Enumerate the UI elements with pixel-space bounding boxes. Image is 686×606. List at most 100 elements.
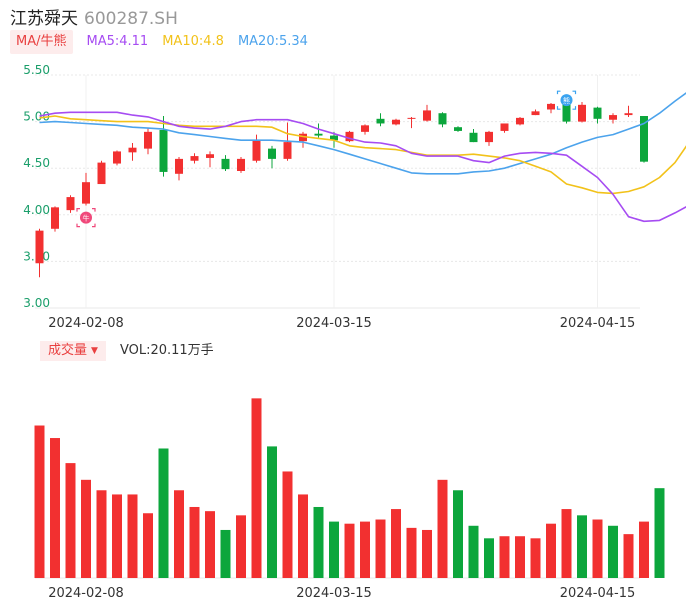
candle-body bbox=[330, 135, 338, 141]
ma5-legend: MA5:4.11 bbox=[86, 34, 149, 49]
candle-body bbox=[283, 142, 292, 159]
volume-bar bbox=[50, 438, 60, 578]
price-x-tick-label-1: 2024-03-15 bbox=[296, 316, 372, 331]
volume-bar bbox=[205, 511, 215, 578]
candle-body bbox=[252, 140, 261, 161]
ma-toggle-button[interactable]: MA/牛熊 bbox=[10, 30, 73, 54]
price-x-tick-label-0: 2024-02-08 bbox=[48, 316, 124, 331]
volume-bar bbox=[391, 509, 401, 578]
volume-x-tick-label-1: 2024-03-15 bbox=[296, 586, 372, 601]
candle-body bbox=[237, 158, 245, 171]
candle-body bbox=[82, 182, 90, 204]
candle-body bbox=[547, 103, 555, 110]
candle-body bbox=[469, 132, 478, 143]
candle-body bbox=[345, 131, 354, 142]
volume-legend-bar: 成交量 ▼ VOL:20.11万手 bbox=[40, 341, 214, 361]
candle-body bbox=[562, 103, 571, 122]
volume-bar bbox=[313, 506, 324, 578]
volume-bar bbox=[592, 519, 603, 578]
volume-bars-group bbox=[34, 398, 665, 578]
volume-bar bbox=[236, 515, 246, 578]
candles-group bbox=[35, 102, 648, 278]
volume-bar bbox=[81, 479, 91, 578]
volume-bar bbox=[623, 534, 634, 578]
ma-legend-bar: MA/牛熊 MA5:4.11 MA10:4.8 MA20:5.34 bbox=[10, 30, 308, 54]
ma20-line bbox=[39, 92, 686, 175]
caret-down-icon: ▼ bbox=[91, 346, 98, 356]
volume-bar bbox=[375, 519, 386, 578]
volume-bar bbox=[360, 521, 370, 578]
ma10-legend: MA10:4.8 bbox=[162, 34, 224, 49]
candle-body bbox=[500, 123, 509, 131]
candle-body bbox=[423, 110, 431, 121]
volume-bar bbox=[112, 494, 122, 578]
ma10-line bbox=[39, 115, 686, 195]
candle-body bbox=[624, 113, 633, 116]
buy-signal-marker: 牛 bbox=[76, 207, 96, 228]
volume-bar bbox=[654, 488, 665, 578]
candle-body bbox=[376, 118, 385, 124]
candle-body bbox=[51, 207, 59, 229]
y-tick-label-0: 5.50 bbox=[23, 63, 50, 77]
candle-body bbox=[206, 154, 214, 158]
candle-body bbox=[516, 117, 524, 125]
marker-label: 熊 bbox=[563, 96, 570, 105]
marker-bracket bbox=[76, 207, 96, 228]
candle-body bbox=[97, 162, 106, 185]
volume-bar bbox=[96, 490, 107, 578]
volume-bar bbox=[282, 471, 293, 578]
stock-code: 600287.SH bbox=[84, 9, 178, 29]
volume-bar bbox=[499, 536, 510, 578]
candle-body bbox=[175, 158, 183, 174]
volume-bar bbox=[437, 479, 448, 578]
volume-bar bbox=[577, 515, 587, 578]
y-tick-label-1: 5.00 bbox=[23, 110, 50, 124]
candle-body bbox=[190, 156, 199, 161]
volume-x-tick-label-0: 2024-02-08 bbox=[48, 586, 124, 601]
volume-bar bbox=[422, 529, 432, 578]
marker-dot bbox=[80, 211, 92, 224]
volume-bar bbox=[406, 527, 417, 578]
volume-bar bbox=[484, 538, 494, 578]
stock-header: 江苏舜天 600287.SH bbox=[10, 4, 178, 29]
volume-bar bbox=[344, 523, 355, 578]
volume-bar bbox=[639, 521, 649, 578]
volume-bar bbox=[453, 490, 463, 578]
marker-bracket bbox=[556, 90, 577, 110]
candle-body bbox=[609, 115, 617, 120]
candle-body bbox=[578, 104, 586, 122]
volume-indicator-dropdown[interactable]: 成交量 ▼ bbox=[40, 341, 106, 361]
candle-body bbox=[392, 119, 400, 125]
candle-body bbox=[407, 117, 416, 119]
volume-bar bbox=[298, 494, 308, 578]
volume-bar bbox=[515, 536, 525, 578]
volume-bar bbox=[468, 525, 479, 578]
candle-body bbox=[221, 158, 230, 170]
candle-body bbox=[35, 230, 44, 264]
y-tick-label-5: 3.00 bbox=[23, 296, 50, 310]
candle-body bbox=[144, 131, 152, 149]
candle-body bbox=[361, 125, 369, 132]
marker-dot bbox=[560, 94, 573, 107]
volume-bar bbox=[608, 525, 618, 578]
candle-body bbox=[268, 148, 276, 159]
volume-bar bbox=[174, 490, 184, 578]
candle-body bbox=[593, 107, 602, 119]
volume-value: VOL:20.11万手 bbox=[119, 343, 214, 358]
candle-body bbox=[128, 147, 137, 153]
stock-name: 江苏舜天 bbox=[10, 9, 78, 29]
volume-x-tick-label-2: 2024-04-15 bbox=[560, 586, 636, 601]
candle-body bbox=[113, 151, 121, 164]
candle-body bbox=[438, 113, 447, 125]
candle-body bbox=[531, 111, 540, 116]
marker-label: 牛 bbox=[83, 214, 90, 223]
volume-bar bbox=[65, 463, 76, 578]
y-tick-label-2: 4.50 bbox=[23, 156, 50, 170]
y-tick-label-3: 4.00 bbox=[23, 203, 50, 217]
ma20-legend: MA20:5.34 bbox=[237, 34, 308, 49]
volume-bar bbox=[251, 398, 262, 578]
candle-body bbox=[454, 127, 462, 131]
price-x-tick-label-2: 2024-04-15 bbox=[560, 316, 636, 331]
candle-body bbox=[314, 133, 323, 136]
